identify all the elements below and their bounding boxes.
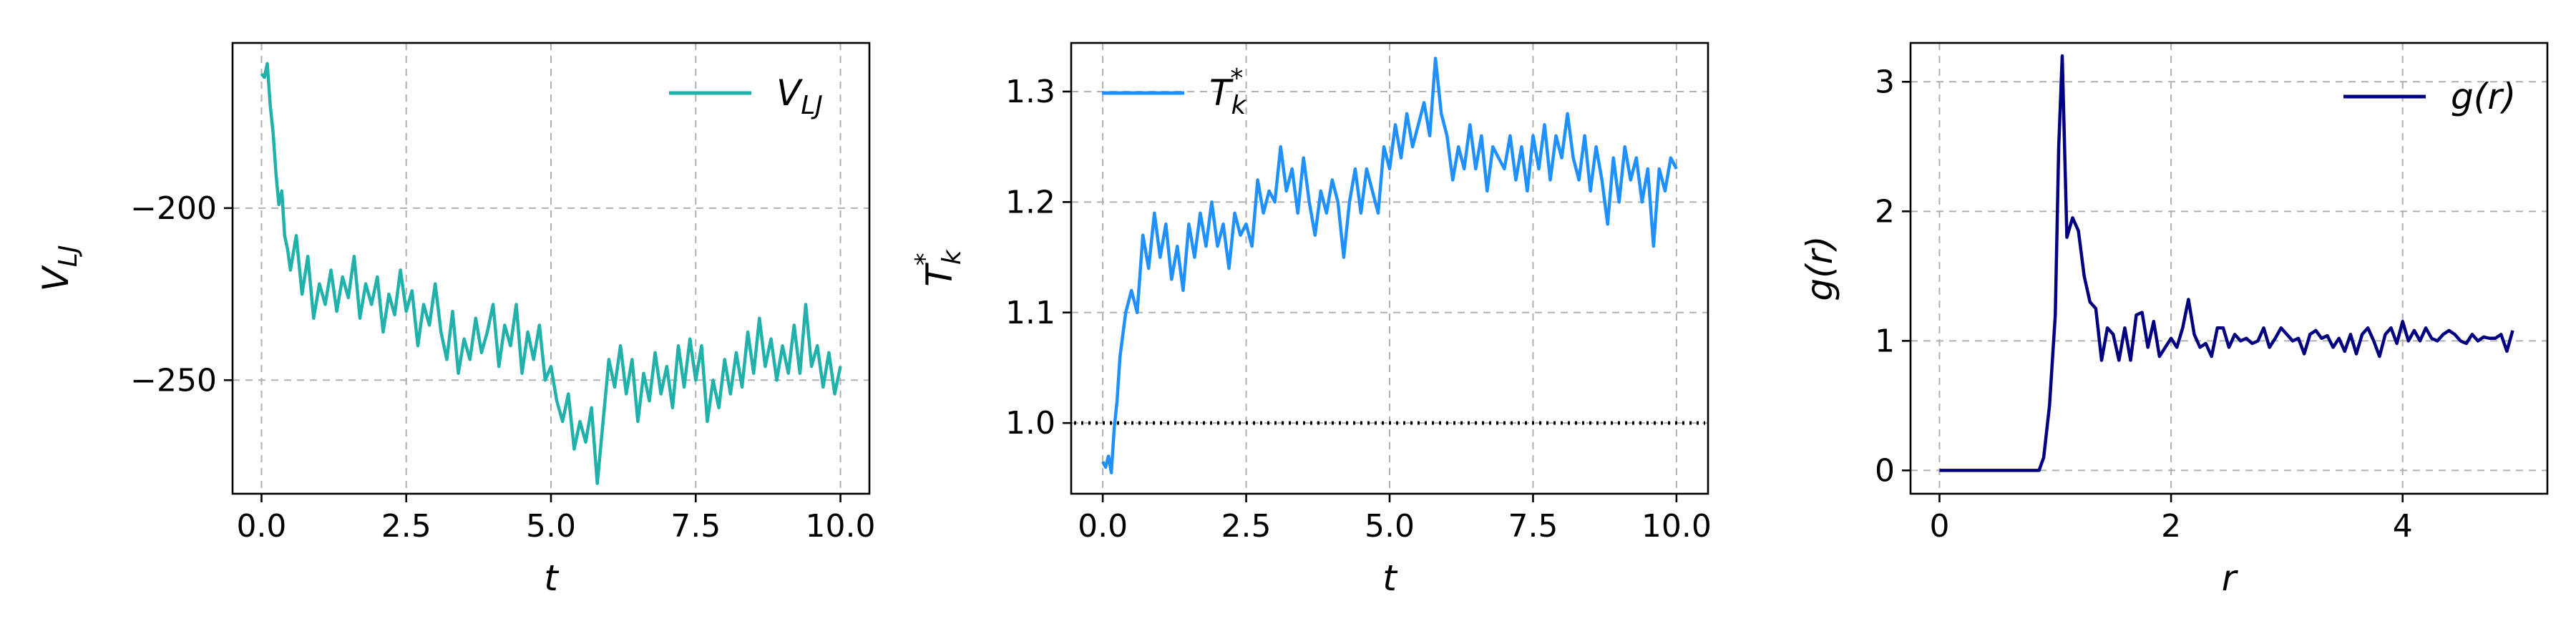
y-tick-label: −200 [130, 190, 217, 227]
x-tick-label: 10.0 [1641, 508, 1712, 545]
x-axis-label: t [544, 557, 560, 599]
chart-panel-2: 0.0 2.5 5.0 7.5 10.0 1.0 1.1 1.2 1.3 t Tk* Tk* [910, 42, 1712, 599]
y-tick-label: 0 [1875, 452, 1895, 489]
y-tick-label: 3 [1875, 64, 1895, 100]
x-tick-label: 0.0 [236, 508, 286, 545]
legend-label: g(r) [2451, 76, 2516, 117]
series-line [1939, 54, 2514, 472]
plot-frame [1909, 42, 2549, 495]
chart-panel-1: 0.0 2.5 5.0 7.5 10.0 −200 −250 t VLJ VLJ [35, 42, 876, 599]
legend-label: VLJ [776, 72, 823, 120]
y-tick-label: −250 [130, 362, 217, 399]
y-axis-label: VLJ [35, 245, 83, 292]
legend-label: Tk* [1209, 64, 1248, 120]
x-tick-label: 5.0 [526, 508, 576, 545]
y-tick-label: 1.0 [1005, 405, 1055, 441]
x-tick-label: 2.5 [381, 508, 431, 545]
x-axis-label: t [1382, 557, 1398, 599]
legend: VLJ [669, 72, 823, 120]
x-tick-label: 7.5 [1508, 508, 1558, 545]
legend: Tk* [1102, 64, 1248, 120]
legend: g(r) [2343, 76, 2516, 117]
y-tick-label: 2 [1875, 193, 1895, 230]
chart-panel-3: 0 2 4 0 1 2 3 r g(r) g(r) [1799, 42, 2549, 599]
series-line [1101, 57, 1678, 474]
y-tick-label: 1.2 [1005, 184, 1055, 220]
x-tick-label: 2.5 [1221, 508, 1272, 545]
y-tick-label: 1 [1875, 323, 1895, 359]
y-tick-label: 1.1 [1005, 295, 1055, 331]
y-axis-label: g(r) [1799, 235, 1840, 301]
x-tick-label: 4 [2393, 508, 2413, 545]
x-tick-label: 5.0 [1365, 508, 1415, 545]
y-axis-label: Tk* [910, 248, 967, 287]
x-tick-label: 2 [2161, 508, 2181, 545]
x-tick-label: 10.0 [806, 508, 876, 545]
x-tick-label: 0 [1929, 508, 1949, 545]
x-tick-label: 7.5 [670, 508, 721, 545]
y-tick-label: 1.3 [1005, 74, 1055, 110]
x-tick-label: 0.0 [1078, 508, 1128, 545]
series-line [260, 62, 842, 485]
x-axis-label: r [2222, 557, 2239, 599]
